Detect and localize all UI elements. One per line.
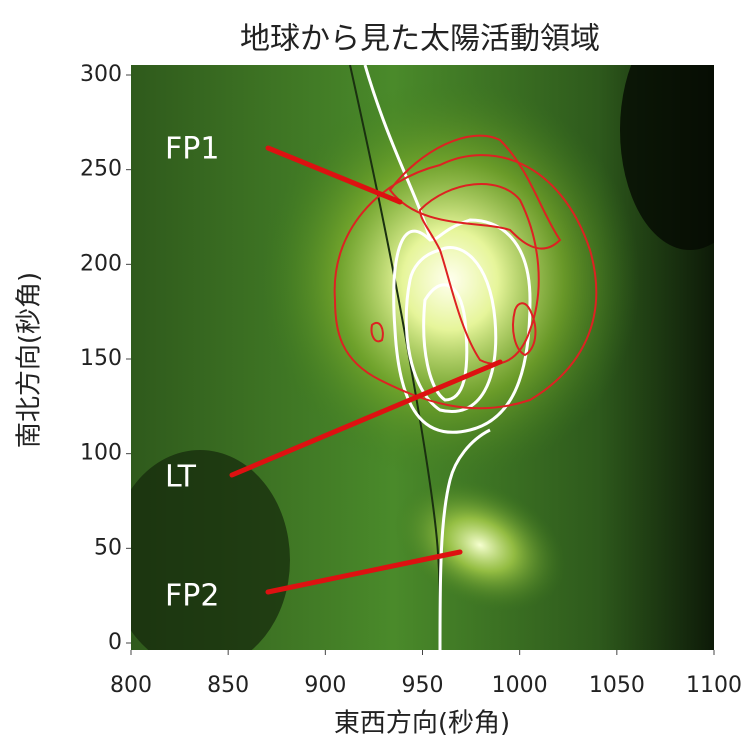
x-tick-label: 950	[402, 673, 444, 698]
solar-image	[110, 10, 755, 670]
x-axis-label: 東西方向(秒角)	[334, 709, 510, 739]
chart: 地球から見た太陽活動領域 東西方向(秒角) 南北方向(秒角) 800 850 900…	[0, 0, 755, 747]
y-tick-label: 200	[80, 251, 122, 276]
annotation: FP1	[165, 132, 219, 167]
y-tick-label: 100	[80, 441, 122, 466]
y-tick-label: 0	[108, 630, 122, 655]
x-tick-label: 800	[110, 673, 152, 698]
x-tick-label: 1050	[589, 673, 645, 698]
x-tick-label: 1000	[492, 673, 548, 698]
chart-title: 地球から見た太陽活動領域	[240, 22, 600, 57]
y-tick-label: 250	[80, 157, 122, 182]
y-axis-label: 南北方向(秒角)	[15, 272, 45, 448]
annotation: FP2	[165, 579, 219, 614]
x-tick-label: 850	[207, 673, 249, 698]
x-tick-label: 900	[304, 673, 346, 698]
annotation: LT	[165, 460, 197, 495]
y-tick-label: 300	[80, 62, 122, 87]
y-tick-label: 150	[80, 346, 122, 371]
x-tick-label: 1100	[686, 673, 742, 698]
y-tick-label: 50	[94, 535, 122, 560]
